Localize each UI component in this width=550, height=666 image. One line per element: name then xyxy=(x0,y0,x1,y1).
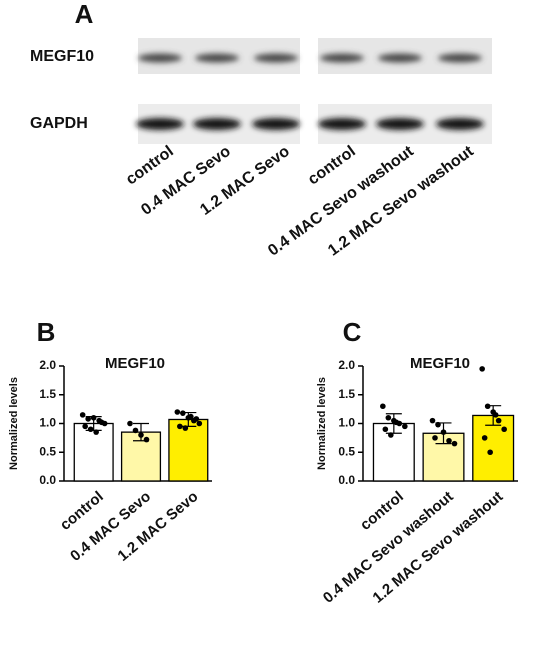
y-tick-label: 0.5 xyxy=(39,444,56,458)
data-point xyxy=(180,410,186,416)
blot-band xyxy=(376,118,424,130)
data-point xyxy=(435,421,441,428)
data-point xyxy=(127,420,133,427)
y-tick-label: 0.5 xyxy=(338,444,355,458)
data-point xyxy=(177,423,183,430)
data-point xyxy=(484,403,491,410)
data-point xyxy=(79,412,86,418)
blot-band xyxy=(195,53,239,63)
data-point xyxy=(501,426,507,433)
data-point xyxy=(388,432,394,438)
data-point xyxy=(174,409,181,415)
blot-band xyxy=(320,53,364,63)
data-point xyxy=(385,414,392,421)
x-tick-label: 1.2 MAC Sevo xyxy=(115,488,202,565)
data-point xyxy=(87,426,94,433)
data-point xyxy=(432,435,438,441)
y-tick-label: 1.0 xyxy=(338,416,355,430)
data-point xyxy=(481,435,488,441)
bar xyxy=(168,418,209,482)
data-point xyxy=(429,417,436,424)
blot-band xyxy=(438,53,482,63)
blot-row-label: GAPDH xyxy=(30,115,88,132)
blot-band xyxy=(254,53,298,63)
data-point xyxy=(402,423,408,430)
y-tick-label: 2.0 xyxy=(338,358,355,372)
data-point xyxy=(93,429,99,435)
y-tick-label: 0.0 xyxy=(338,473,355,487)
data-point xyxy=(188,413,194,420)
data-point xyxy=(182,425,189,431)
y-axis-label: Normalized levels xyxy=(316,377,328,470)
blot-bands xyxy=(136,53,484,130)
panel-label: A xyxy=(75,0,94,29)
data-point xyxy=(393,419,400,426)
y-tick-label: 1.5 xyxy=(39,387,56,401)
blot-band xyxy=(138,53,182,63)
data-point xyxy=(82,423,88,430)
data-point xyxy=(479,366,485,372)
data-point xyxy=(487,449,493,456)
data-point xyxy=(90,414,97,421)
y-tick-label: 0.0 xyxy=(39,473,56,487)
data-point xyxy=(196,420,203,427)
blot-row-label: MEGF10 xyxy=(30,48,94,65)
blot-band xyxy=(378,53,422,63)
data-point xyxy=(495,417,502,424)
data-point xyxy=(446,437,452,444)
data-point xyxy=(380,403,386,410)
y-tick-label: 2.0 xyxy=(39,358,56,372)
bar xyxy=(472,414,515,482)
panel-label: C xyxy=(343,317,362,347)
blot-band xyxy=(136,118,184,130)
data-point xyxy=(492,412,499,418)
data-point xyxy=(451,440,458,447)
y-axis-label: Normalized levels xyxy=(8,377,20,470)
blot-band xyxy=(318,118,366,130)
data-point xyxy=(440,429,447,435)
data-point xyxy=(193,416,200,422)
panel-label: B xyxy=(37,317,56,347)
y-tick-label: 1.5 xyxy=(338,387,355,401)
data-point xyxy=(143,436,150,443)
lane-label: control xyxy=(123,143,177,189)
data-point xyxy=(98,419,105,426)
data-point xyxy=(382,426,389,433)
blot-band xyxy=(436,118,484,130)
y-tick-label: 1.0 xyxy=(39,416,56,430)
data-point xyxy=(85,416,91,422)
blot-band xyxy=(252,118,300,130)
x-tick-label: 0.4 MAC Sevo xyxy=(67,488,154,565)
blot-band xyxy=(193,118,241,130)
data-point xyxy=(138,432,144,438)
chart-title: MEGF10 xyxy=(105,355,165,372)
data-point xyxy=(132,427,139,434)
lane-label: control xyxy=(305,143,359,189)
chart-title: MEGF10 xyxy=(410,355,470,372)
